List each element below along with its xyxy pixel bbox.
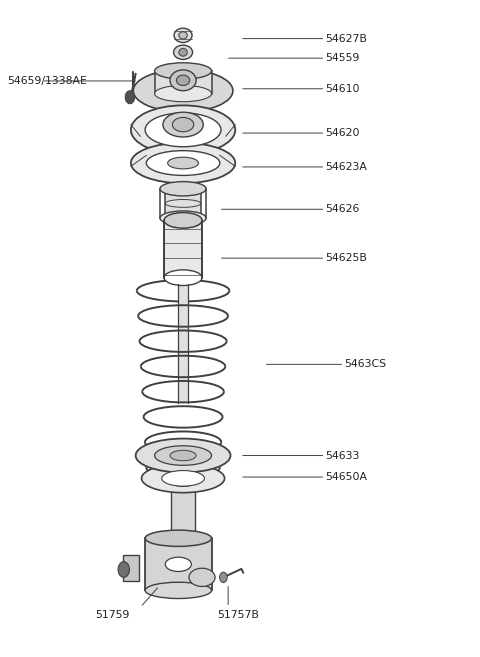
Ellipse shape — [155, 445, 212, 465]
Text: 54620: 54620 — [325, 128, 360, 138]
Circle shape — [219, 572, 227, 583]
Ellipse shape — [164, 213, 202, 228]
Ellipse shape — [172, 118, 194, 132]
Ellipse shape — [174, 45, 192, 59]
Ellipse shape — [174, 28, 192, 43]
Ellipse shape — [163, 112, 203, 137]
Text: 5463CS: 5463CS — [344, 359, 386, 369]
Ellipse shape — [136, 439, 230, 472]
Ellipse shape — [164, 270, 202, 286]
Ellipse shape — [179, 32, 187, 39]
Ellipse shape — [145, 582, 212, 599]
Bar — [122, 555, 139, 581]
Circle shape — [125, 91, 135, 104]
Text: 54559: 54559 — [325, 53, 360, 63]
Ellipse shape — [162, 470, 204, 486]
Ellipse shape — [131, 105, 235, 154]
Ellipse shape — [146, 150, 220, 175]
Ellipse shape — [189, 568, 215, 587]
Ellipse shape — [171, 533, 195, 543]
Ellipse shape — [160, 181, 206, 196]
Bar — [178, 284, 188, 403]
Ellipse shape — [170, 70, 196, 91]
Text: 54627B: 54627B — [325, 34, 367, 43]
Ellipse shape — [145, 530, 212, 547]
Text: 54625B: 54625B — [325, 253, 367, 263]
Ellipse shape — [179, 49, 187, 57]
Text: 54623A: 54623A — [325, 162, 367, 172]
Bar — [171, 482, 195, 538]
Ellipse shape — [142, 464, 225, 493]
Bar — [145, 538, 212, 591]
Ellipse shape — [131, 143, 235, 183]
Ellipse shape — [168, 157, 199, 169]
Ellipse shape — [170, 450, 196, 461]
Ellipse shape — [155, 85, 212, 102]
Circle shape — [118, 562, 130, 578]
Ellipse shape — [145, 113, 221, 147]
Ellipse shape — [155, 63, 212, 79]
Bar — [155, 71, 212, 93]
Text: 54626: 54626 — [325, 204, 360, 214]
Ellipse shape — [160, 211, 206, 225]
Text: 54659/1338AE: 54659/1338AE — [8, 76, 87, 86]
Ellipse shape — [165, 557, 192, 572]
Bar — [164, 220, 202, 278]
Text: 51757B: 51757B — [216, 610, 259, 620]
Bar — [165, 189, 201, 218]
Text: 54610: 54610 — [325, 84, 360, 94]
Text: 54650A: 54650A — [325, 472, 367, 482]
Ellipse shape — [133, 70, 233, 112]
Ellipse shape — [177, 75, 190, 85]
Ellipse shape — [171, 477, 195, 486]
Text: 54633: 54633 — [325, 451, 360, 461]
Text: 51759: 51759 — [95, 610, 129, 620]
